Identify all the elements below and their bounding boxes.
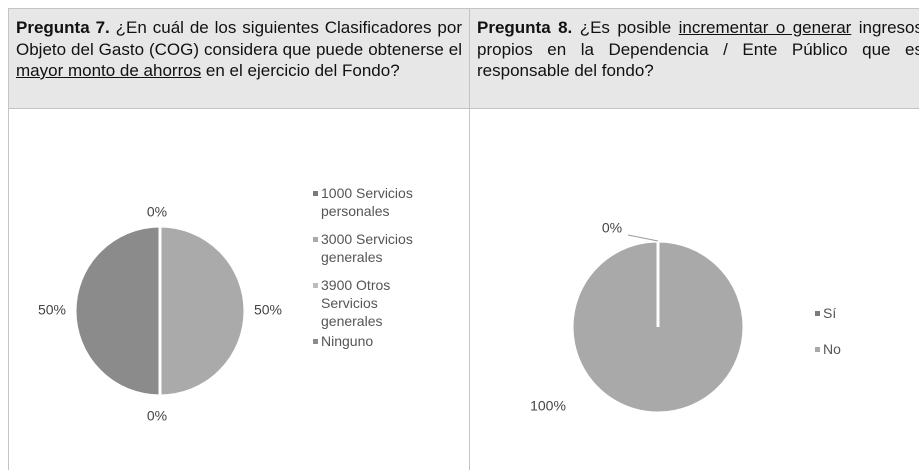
legend-swatch bbox=[313, 283, 318, 288]
data-label: 0% bbox=[147, 408, 167, 424]
header-cell: Pregunta 8. ¿Es posible incrementar o ge… bbox=[469, 8, 919, 109]
leader-line bbox=[627, 234, 659, 242]
header-segment: en el ejercicio del Fondo? bbox=[201, 61, 400, 80]
body-cell bbox=[469, 108, 919, 470]
header-text: Pregunta 7. ¿En cuál de los siguientes C… bbox=[9, 9, 469, 82]
pie-slice bbox=[570, 239, 746, 415]
legend-item: Sí bbox=[815, 304, 875, 322]
legend-swatch bbox=[313, 191, 318, 196]
legend-label: 3000 Servicios generales bbox=[321, 231, 413, 265]
pie-slice bbox=[158, 224, 247, 398]
header-text: Pregunta 8. ¿Es posible incrementar o ge… bbox=[470, 9, 919, 82]
legend-item: No bbox=[815, 340, 875, 358]
legend-swatch bbox=[313, 237, 318, 242]
body-cell bbox=[8, 108, 470, 470]
header-segment: ingresos propios en la Dependencia / Ent… bbox=[477, 18, 919, 80]
header-segment: Pregunta 8. bbox=[477, 18, 573, 37]
legend-item: 3000 Servicios generales bbox=[313, 230, 421, 266]
header-segment: mayor monto de ahorros bbox=[16, 61, 202, 80]
legend-item: Ninguno bbox=[313, 332, 421, 350]
legend-label: 3900 Otros Servicios generales bbox=[321, 277, 391, 329]
legend-label: 1000 Servicios personales bbox=[321, 185, 413, 219]
legend-swatch bbox=[815, 347, 820, 352]
legend-swatch bbox=[313, 339, 318, 344]
pie-slice bbox=[73, 224, 162, 398]
data-label: 50% bbox=[254, 302, 282, 318]
header-cell: Pregunta 7. ¿En cuál de los siguientes C… bbox=[8, 8, 470, 109]
legend-label: Ninguno bbox=[321, 333, 374, 349]
legend-label: Sí bbox=[823, 305, 837, 321]
legend: Sí No bbox=[815, 304, 875, 358]
legend-swatch bbox=[815, 311, 820, 316]
data-label: 100% bbox=[530, 398, 566, 414]
header-segment: ¿En cuál de los siguientes Clasificadore… bbox=[16, 18, 462, 59]
legend-label: No bbox=[823, 341, 841, 357]
legend-item: 1000 Servicios personales bbox=[313, 184, 421, 220]
header-segment: ¿Es posible bbox=[572, 18, 679, 37]
legend: 1000 Servicios personales 3000 Servicios … bbox=[313, 184, 421, 350]
data-label: 0% bbox=[147, 204, 167, 220]
header-segment: incrementar o generar bbox=[678, 18, 852, 37]
data-label: 0% bbox=[602, 220, 622, 236]
data-label: 50% bbox=[38, 302, 66, 318]
legend-item: 3900 Otros Servicios generales bbox=[313, 276, 421, 330]
header-segment: Pregunta 7. bbox=[16, 18, 110, 37]
